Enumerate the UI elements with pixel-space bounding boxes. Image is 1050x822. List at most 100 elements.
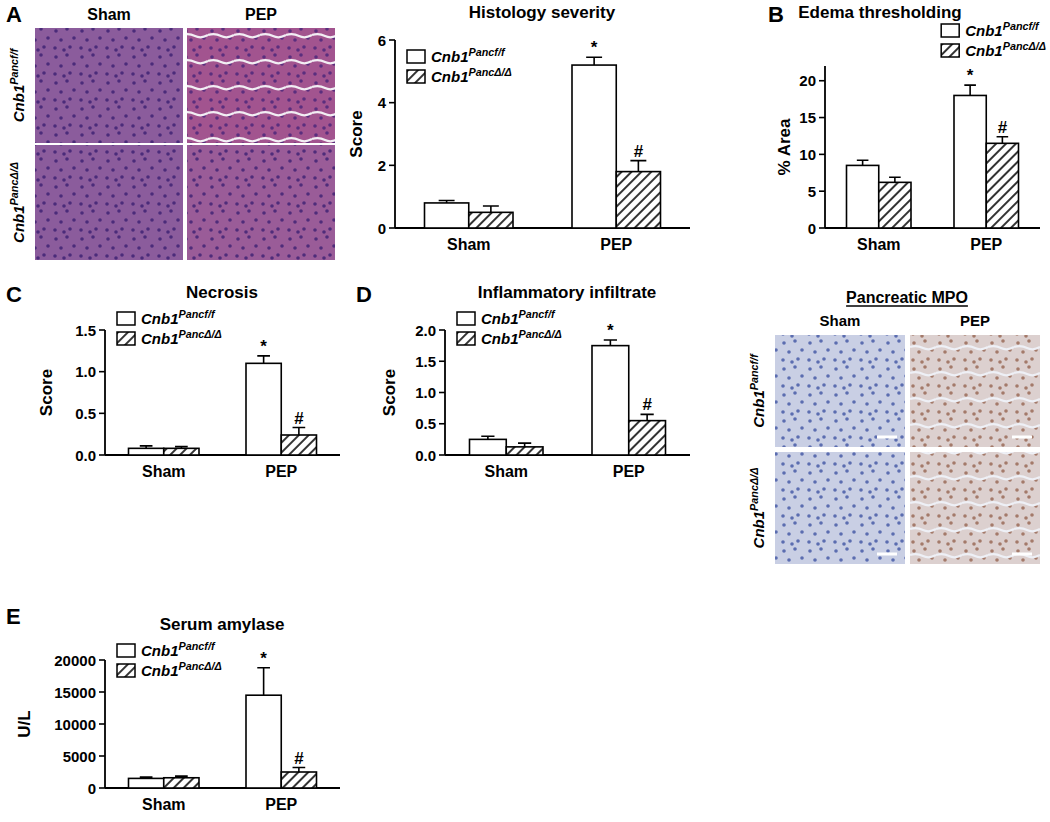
chart-title: Serum amylase	[160, 615, 285, 634]
bar	[592, 346, 629, 455]
mpo-image	[775, 335, 905, 447]
name-base: Cnb1	[431, 68, 469, 85]
figure: ABCDEShamPEPCnb1Pancf/fCnb1PancΔ/ΔPancre…	[0, 0, 1050, 822]
y-axis	[824, 66, 826, 228]
x-tick-label: Sham	[857, 236, 901, 253]
bar	[164, 778, 199, 788]
name-superscript: Pancf/f	[179, 308, 216, 320]
bar	[986, 143, 1018, 228]
legend: Cnb1Pancf/fCnb1PancΔ/Δ	[941, 20, 1046, 59]
column-label: PEP	[960, 312, 990, 329]
y-tick	[439, 454, 445, 456]
legend-swatch	[117, 332, 135, 345]
significance-label: *	[607, 321, 614, 340]
chart: NecrosisScore0.00.51.01.5*#ShamPEPCnb1Pa…	[37, 283, 340, 480]
legend-label: Cnb1Pancf/f	[141, 640, 216, 659]
bar	[281, 435, 316, 455]
column-label: PEP	[245, 6, 277, 23]
name-base: Cnb1	[481, 330, 519, 347]
name-superscript: Pancf/f	[1003, 20, 1040, 32]
y-tick	[819, 227, 825, 229]
y-tick	[439, 423, 445, 425]
axis-title: Score	[380, 369, 399, 416]
error-bar	[889, 177, 901, 182]
bar	[469, 212, 513, 228]
name-base: Cnb1	[750, 511, 767, 549]
error-bar	[964, 85, 976, 95]
scale-bar	[1012, 553, 1032, 556]
y-tick-label: 2	[378, 157, 386, 174]
error-bar	[439, 200, 455, 203]
bars	[425, 57, 661, 228]
error-bar	[140, 777, 153, 778]
significance-label: *	[260, 337, 267, 356]
y-tick-label: 0.5	[75, 405, 96, 422]
y-tick	[99, 454, 105, 456]
bar	[425, 203, 469, 228]
y-tick-label: 10000	[54, 716, 96, 733]
legend-swatch	[941, 44, 959, 57]
name-base: Cnb1	[750, 390, 767, 428]
histology-image	[35, 28, 183, 143]
scale-bar	[1012, 436, 1032, 439]
x-tick-label: PEP	[265, 796, 297, 813]
y-tick-label: 1.5	[75, 322, 96, 339]
legend-label: Cnb1Pancf/f	[965, 20, 1040, 39]
name-base: Cnb1	[10, 85, 27, 123]
legend-label: Cnb1Pancf/f	[431, 46, 506, 65]
y-tick	[389, 102, 395, 104]
x-tick-label: Sham	[484, 463, 528, 480]
y-tick-label: 4	[378, 94, 387, 111]
background	[0, 0, 1050, 822]
bar	[879, 182, 911, 228]
y-tick-label: 15	[799, 109, 816, 126]
annotations: *#	[260, 337, 304, 428]
bars	[470, 340, 666, 455]
y-tick-label: 15000	[54, 684, 96, 701]
histology-image	[35, 145, 183, 260]
x-tick-label: PEP	[265, 463, 297, 480]
name-base: Cnb1	[141, 642, 179, 659]
name-base: Cnb1	[965, 22, 1003, 39]
bar	[164, 448, 199, 455]
legend: Cnb1Pancf/fCnb1PancΔ/Δ	[407, 46, 512, 85]
y-tick-label: 20	[799, 72, 816, 89]
bars	[847, 85, 1019, 228]
legend: Cnb1Pancf/fCnb1PancΔ/Δ	[457, 308, 562, 347]
panel-label: E	[6, 604, 21, 629]
bar	[470, 439, 507, 455]
y-tick	[819, 190, 825, 192]
column-label: Sham	[820, 312, 861, 329]
y-axis	[394, 40, 396, 228]
name-superscript: Pancf/f	[469, 46, 506, 58]
error-bar	[293, 428, 306, 436]
legend-swatch	[941, 24, 959, 37]
y-tick-label: 1.0	[415, 384, 436, 401]
error-bar	[175, 776, 188, 778]
significance-label: *	[967, 66, 974, 85]
axis-title: Score	[347, 110, 366, 157]
error-bar	[630, 161, 646, 172]
row-label: Cnb1Pancf/f	[748, 353, 767, 428]
y-tick-label: 1.5	[415, 353, 436, 370]
bar	[954, 95, 986, 228]
y-tick	[439, 392, 445, 394]
bar	[246, 363, 281, 455]
x-tick-label: PEP	[600, 236, 632, 253]
legend-swatch	[117, 644, 135, 657]
chart: Edema thresholding% Area05101520*#ShamPE…	[775, 3, 1046, 253]
y-tick	[819, 117, 825, 119]
bar	[847, 165, 879, 228]
name-superscript: PancΔ/Δ	[1003, 40, 1046, 52]
chart: Inflammatory infiltrateScore0.00.51.01.5…	[380, 283, 690, 480]
y-tick	[439, 329, 445, 331]
y-tick	[99, 755, 105, 757]
legend: Cnb1Pancf/fCnb1PancΔ/Δ	[117, 308, 222, 347]
x-tick-label: Sham	[447, 236, 491, 253]
chart: Serum amylaseU/L05000100001500020000*#Sh…	[15, 615, 340, 813]
y-tick	[99, 691, 105, 693]
legend-label: Cnb1PancΔ/Δ	[141, 328, 222, 347]
y-tick	[99, 329, 105, 331]
error-bar	[175, 447, 188, 449]
name-superscript: PancΔ/Δ	[748, 468, 760, 511]
